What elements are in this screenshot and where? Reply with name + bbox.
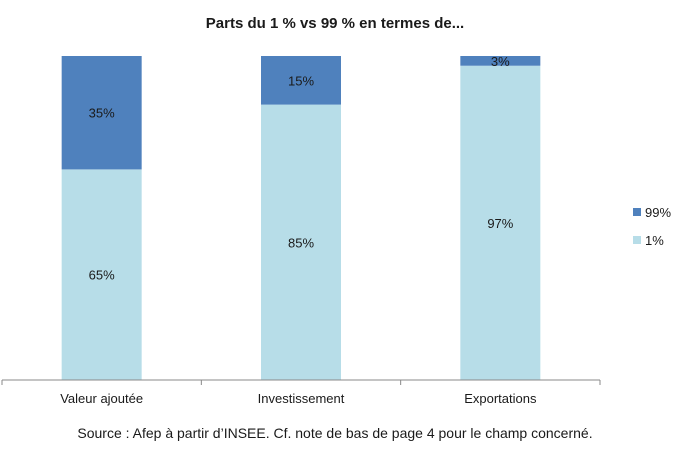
bar-investissement-99 xyxy=(261,56,341,105)
legend-label-99: 99% xyxy=(645,205,671,220)
category-label-investissement: Investissement xyxy=(258,391,345,406)
data-label-exportations-99: 3% xyxy=(491,54,510,69)
bar-exportations-1 xyxy=(460,65,541,380)
source-note: Source : Afep à partir d’INSEE. Cf. note… xyxy=(77,425,592,441)
data-label-exportations-1: 97% xyxy=(487,216,513,231)
bar-exportations-99 xyxy=(460,56,541,66)
category-labels-group: Valeur ajoutée Investissement Exportations xyxy=(60,391,537,406)
segment-labels-group: 65% 35% 85% 15% 97% 3% xyxy=(89,54,514,283)
data-label-investissement-1: 85% xyxy=(288,235,314,250)
data-label-investissement-99: 15% xyxy=(288,73,314,88)
data-label-valeur-ajoutee-99: 35% xyxy=(89,106,115,121)
chart-title: Parts du 1 % vs 99 % en termes de... xyxy=(206,15,464,32)
data-label-valeur-ajoutee-1: 65% xyxy=(89,268,115,283)
legend-swatch-99 xyxy=(633,208,641,216)
legend-swatch-1 xyxy=(633,236,641,244)
bar-investissement-1 xyxy=(261,104,341,380)
bar-valeur-ajoutee-1 xyxy=(61,169,142,380)
bar-valeur-ajoutee-99 xyxy=(61,56,142,170)
x-axis-ticks xyxy=(1,380,601,385)
bars-group xyxy=(61,56,541,380)
category-label-exportations: Exportations xyxy=(464,391,537,406)
legend-label-1: 1% xyxy=(645,233,664,248)
legend: 99% 1% xyxy=(633,205,671,248)
category-label-valeur-ajoutee: Valeur ajoutée xyxy=(60,391,143,406)
